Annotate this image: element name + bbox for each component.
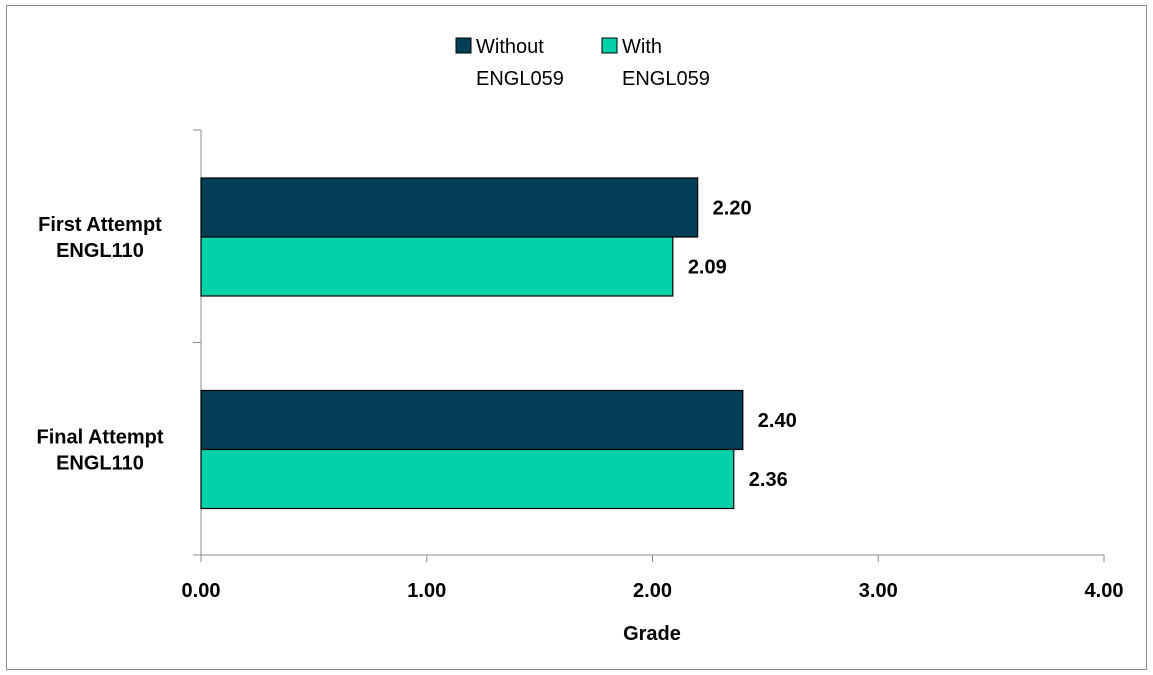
legend-label: Without	[476, 36, 544, 58]
data-label: 2.36	[749, 469, 788, 491]
data-label: 2.40	[758, 410, 797, 432]
legend: Without ENGL059 With ENGL059	[455, 36, 710, 90]
chart-frame	[6, 5, 1147, 670]
legend-label: With	[622, 36, 662, 58]
bar	[200, 236, 674, 297]
legend-swatch	[455, 37, 472, 54]
x-tick-label: 4.00	[1085, 580, 1124, 602]
category-label: ENGL110	[56, 240, 144, 262]
category-label: Final Attempt	[36, 427, 163, 449]
x-tick-label: 3.00	[859, 580, 898, 602]
category-label: ENGL110	[56, 453, 144, 475]
legend-label: ENGL059	[622, 68, 710, 90]
data-label: 2.20	[713, 198, 752, 220]
x-tick-label: 0.00	[182, 580, 221, 602]
bars	[200, 177, 744, 510]
x-tick-label: 1.00	[407, 580, 446, 602]
x-axis-title: Grade	[623, 623, 681, 645]
labels: 2.20 2.09 First Attempt ENGL110 2.40 2.36 Fina…	[36, 198, 796, 492]
legend-swatch	[601, 37, 618, 54]
bar	[200, 389, 744, 451]
legend-label: ENGL059	[476, 68, 564, 90]
bar	[200, 177, 699, 238]
data-label: 2.09	[688, 257, 727, 279]
bar	[200, 448, 735, 510]
x-tick-label: 2.00	[633, 580, 672, 602]
category-label: First Attempt	[38, 214, 162, 236]
